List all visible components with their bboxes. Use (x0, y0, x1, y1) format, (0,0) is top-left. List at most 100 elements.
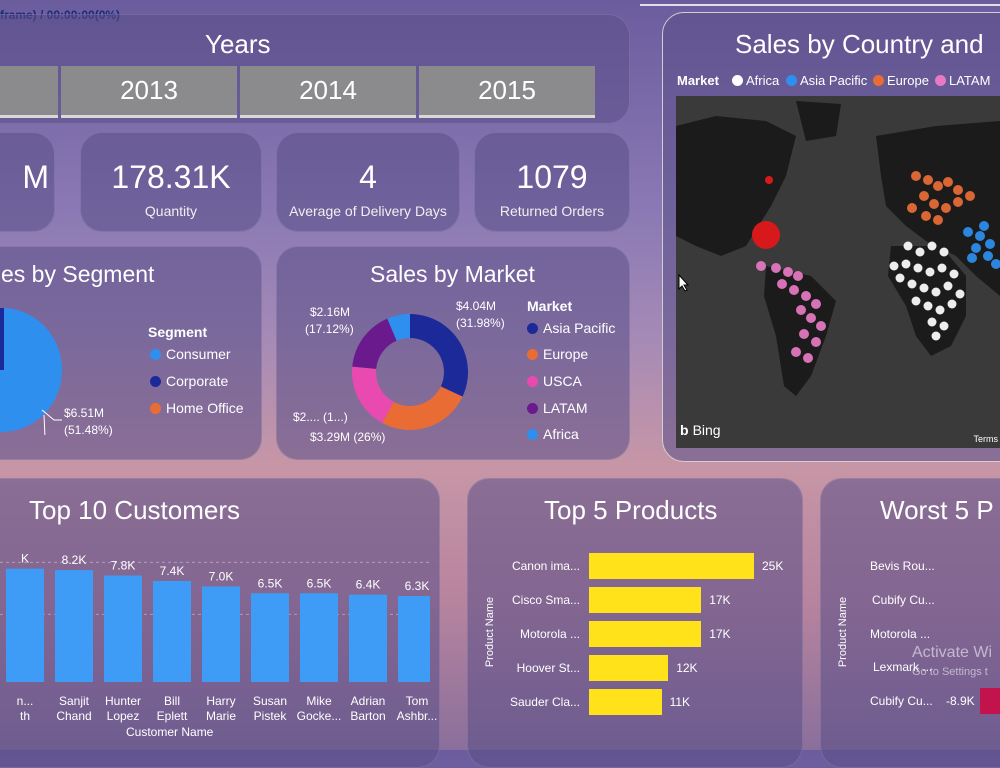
map-bubble[interactable] (919, 191, 929, 201)
map-bubble[interactable] (803, 353, 813, 363)
donut-slice-latam[interactable] (352, 318, 397, 369)
map-bubble[interactable] (983, 251, 993, 261)
market-donut-chart[interactable] (345, 307, 475, 437)
map-bubble[interactable] (816, 321, 826, 331)
map-bubble[interactable] (967, 253, 977, 263)
customer-bar[interactable] (300, 593, 338, 682)
map-bubble[interactable] (811, 337, 821, 347)
map-bubble[interactable] (756, 261, 766, 271)
customer-bar[interactable] (153, 580, 191, 682)
map-bubble[interactable] (911, 296, 921, 306)
map-bubble[interactable] (907, 279, 917, 289)
donut-slice-usca[interactable] (352, 366, 394, 423)
map-bubble[interactable] (919, 283, 929, 293)
year-button-2015[interactable]: 2015 (419, 66, 595, 118)
segment-legend-home-office[interactable]: Home Office (150, 400, 244, 416)
product-bar[interactable] (589, 553, 754, 579)
map-bubble[interactable] (943, 281, 953, 291)
year-button-2014[interactable]: 2014 (240, 66, 416, 118)
world-map[interactable]: b Bing Terms (676, 96, 1000, 448)
market-legend-latam[interactable]: LATAM (527, 400, 588, 416)
map-bubble[interactable] (971, 243, 981, 253)
map-bubble[interactable] (941, 203, 951, 213)
product-bar[interactable] (589, 655, 669, 681)
map-bubble[interactable] (927, 317, 937, 327)
market-legend-asia-pacific[interactable]: Asia Pacific (527, 320, 615, 336)
customer-bar[interactable] (55, 570, 93, 682)
map-bubble[interactable] (931, 331, 941, 341)
map-bubble[interactable] (806, 313, 816, 323)
map-bubble[interactable] (939, 247, 949, 257)
map-bubble[interactable] (889, 261, 899, 271)
map-legend-africa[interactable]: Africa (732, 73, 779, 88)
map-bubble[interactable] (933, 215, 943, 225)
donut-slice-europe[interactable] (382, 386, 463, 430)
map-bubble[interactable] (903, 241, 913, 251)
market-legend-europe[interactable]: Europe (527, 346, 588, 362)
map-bubble[interactable] (796, 305, 806, 315)
map-legend-latam[interactable]: LATAM (935, 73, 990, 88)
map-bubble[interactable] (939, 321, 949, 331)
map-bubble[interactable] (937, 263, 947, 273)
map-bubble[interactable] (953, 185, 963, 195)
map-bubble[interactable] (949, 269, 959, 279)
customer-bar[interactable] (104, 575, 142, 682)
map-bubble[interactable] (777, 279, 787, 289)
map-bubble[interactable] (923, 175, 933, 185)
map-bubble[interactable] (947, 299, 957, 309)
map-bubble[interactable] (955, 289, 965, 299)
donut-slice-africa[interactable] (387, 314, 410, 341)
year-button-partial[interactable] (0, 66, 58, 118)
map-bubble[interactable] (921, 211, 931, 221)
map-bubble[interactable] (923, 301, 933, 311)
map-bubble[interactable] (791, 347, 801, 357)
map-bubble[interactable] (811, 299, 821, 309)
map-terms-link[interactable]: Terms (973, 434, 999, 444)
map-bubble[interactable] (793, 271, 803, 281)
map-bubble[interactable] (925, 267, 935, 277)
product-bar[interactable] (589, 689, 662, 715)
map-bubble[interactable] (911, 171, 921, 181)
map-bubble[interactable] (931, 287, 941, 297)
map-bubble[interactable] (907, 203, 917, 213)
product-bar[interactable] (589, 587, 702, 613)
customer-bar[interactable] (251, 593, 289, 682)
map-bubble-canada[interactable] (765, 176, 773, 184)
map-bubble[interactable] (953, 197, 963, 207)
map-bubble[interactable] (965, 191, 975, 201)
market-legend-africa[interactable]: Africa (527, 426, 579, 442)
map-bubble[interactable] (801, 291, 811, 301)
map-bubble[interactable] (895, 273, 905, 283)
map-bubble[interactable] (979, 221, 989, 231)
map-bubble[interactable] (991, 259, 1000, 269)
customer-bar[interactable] (6, 568, 44, 682)
segment-legend-corporate[interactable]: Corporate (150, 373, 228, 389)
map-bubble[interactable] (927, 241, 937, 251)
map-bubble[interactable] (789, 285, 799, 295)
worst-last-bar[interactable] (980, 688, 1000, 714)
customer-bar[interactable] (349, 594, 387, 682)
market-legend-usca[interactable]: USCA (527, 373, 582, 389)
map-bubble[interactable] (915, 247, 925, 257)
customer-bar[interactable] (398, 596, 430, 682)
map-bubble-usa[interactable] (752, 221, 780, 249)
map-bubble[interactable] (901, 259, 911, 269)
map-bubble[interactable] (799, 329, 809, 339)
map-bubble[interactable] (771, 263, 781, 273)
map-legend-asia-pacific[interactable]: Asia Pacific (786, 73, 867, 88)
map-bubble[interactable] (933, 181, 943, 191)
product-bar[interactable] (589, 621, 702, 647)
year-button-2013[interactable]: 2013 (61, 66, 237, 118)
segment-legend-consumer[interactable]: Consumer (150, 346, 231, 362)
map-bubble[interactable] (783, 267, 793, 277)
map-bubble[interactable] (943, 177, 953, 187)
customer-bar[interactable] (202, 586, 240, 682)
map-bubble[interactable] (985, 239, 995, 249)
map-bubble[interactable] (913, 263, 923, 273)
map-legend-europe[interactable]: Europe (873, 73, 929, 88)
map-bubble[interactable] (975, 231, 985, 241)
map-bubble[interactable] (963, 227, 973, 237)
top-customers-chart[interactable]: K 8.2K 7.8K 7.4K 7.0K 6.5K 6.5K 6.4K 6.3K (0, 530, 430, 690)
map-bubble[interactable] (929, 199, 939, 209)
donut-slice-asia-pacific[interactable] (410, 314, 468, 397)
